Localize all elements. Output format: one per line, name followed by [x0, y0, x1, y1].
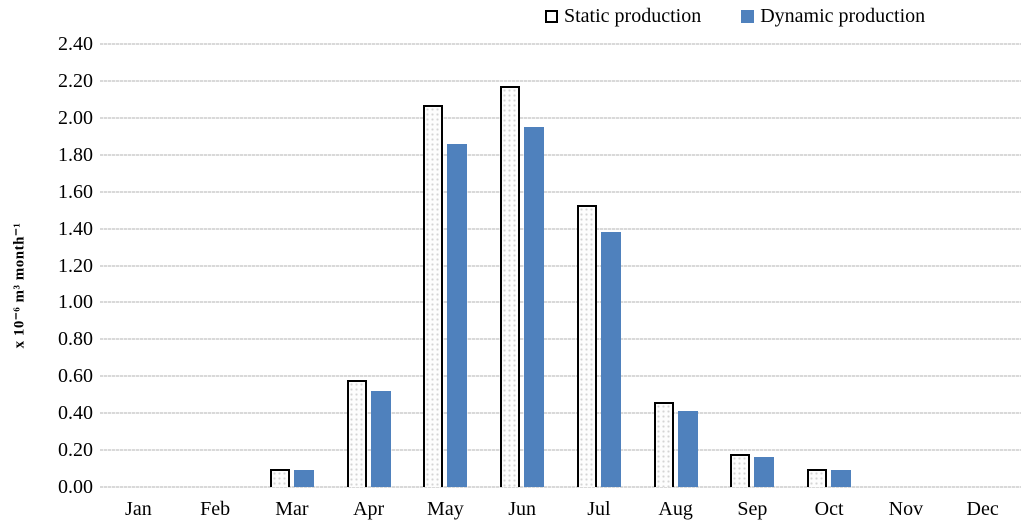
- x-tick-label-dec: Dec: [966, 498, 999, 520]
- y-tick-label: 0.60: [58, 365, 93, 388]
- static-production-bar-oct: [807, 469, 828, 487]
- x-tick-label-oct: Oct: [814, 498, 844, 520]
- gridline: [100, 375, 1021, 378]
- gridline: [100, 338, 1021, 341]
- gridline: [100, 449, 1021, 452]
- dynamic-production-bar-aug: [677, 411, 698, 487]
- dynamic-production-bar-oct: [831, 470, 852, 487]
- y-tick-label: 0.20: [58, 439, 93, 462]
- y-tick-label: 0.80: [58, 328, 93, 351]
- chart-legend: Static production Dynamic production: [545, 5, 925, 27]
- dynamic-production-bar-jul: [600, 232, 621, 487]
- static-production-bar-sep: [730, 454, 751, 487]
- dynamic-production-bar-jun: [524, 127, 545, 487]
- gridline: [100, 227, 1021, 230]
- y-tick-label: 2.40: [58, 33, 93, 55]
- gridline: [100, 190, 1021, 193]
- y-tick-label: 1.20: [58, 254, 93, 277]
- x-tick-label-feb: Feb: [200, 498, 231, 520]
- static-production-bar-may: [423, 105, 444, 487]
- legend-label-static-production: Static production: [564, 5, 702, 27]
- y-tick-label: 0.00: [58, 476, 93, 498]
- gridline: [100, 412, 1021, 415]
- y-tick-label: 1.60: [58, 180, 93, 203]
- x-tick-label-may: May: [427, 498, 464, 520]
- gridline: [100, 301, 1021, 304]
- plot-area: [100, 43, 1021, 488]
- x-tick-label-apr: Apr: [353, 498, 385, 520]
- dynamic-production-bar-apr: [370, 391, 391, 487]
- dynamic-production-bar-may: [447, 144, 468, 487]
- gridline: [100, 79, 1021, 82]
- static-production-bar-apr: [346, 380, 367, 487]
- dynamic-production-swatch-icon: [741, 9, 755, 23]
- static-production-bar-aug: [653, 402, 674, 487]
- dynamic-production-bar-sep: [754, 457, 775, 487]
- static-production-bar-jul: [576, 205, 597, 487]
- y-tick-label: 1.80: [58, 143, 93, 166]
- x-tick-label-jan: Jan: [125, 498, 152, 520]
- static-production-swatch-icon: [545, 9, 558, 23]
- y-tick-label: 2.20: [58, 69, 93, 92]
- static-production-bar-mar: [269, 469, 290, 487]
- x-tick-label-jul: Jul: [587, 498, 611, 520]
- static-production-bar-jun: [500, 86, 521, 487]
- legend-label-dynamic-production: Dynamic production: [760, 5, 926, 27]
- y-tick-label: 0.40: [58, 402, 93, 425]
- legend-item-static-production: Static production: [545, 5, 701, 27]
- gridline: [100, 486, 1021, 488]
- y-tick-label: 1.00: [58, 291, 93, 314]
- x-tick-label-sep: Sep: [737, 498, 768, 520]
- legend-item-dynamic-production: Dynamic production: [741, 5, 925, 27]
- gridline: [100, 116, 1021, 119]
- x-tick-label-nov: Nov: [888, 498, 924, 520]
- x-tick-label-jun: Jun: [508, 498, 537, 520]
- y-tick-label: 2.00: [58, 106, 93, 129]
- gridline: [100, 43, 1021, 45]
- y-tick-label: 1.40: [58, 217, 93, 240]
- gridline: [100, 264, 1021, 267]
- gridline: [100, 153, 1021, 156]
- y-axis-title: x 10⁻⁶ m³ month⁻¹: [11, 222, 28, 349]
- x-tick-label-aug: Aug: [658, 498, 693, 520]
- dynamic-production-bar-mar: [293, 470, 314, 487]
- x-tick-label-mar: Mar: [275, 498, 309, 520]
